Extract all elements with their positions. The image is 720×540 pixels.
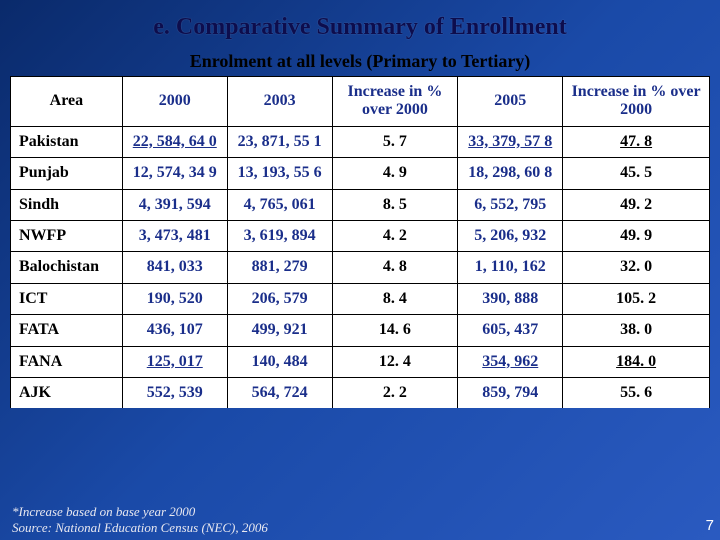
cell-2003: 564, 724: [227, 377, 332, 408]
cell-2000: 22, 584, 64 0: [122, 126, 227, 157]
table-header-row: Area 2000 2003 Increase in % over 2000 2…: [11, 77, 710, 127]
table-row: ICT190, 520206, 5798. 4390, 888105. 2: [11, 283, 710, 314]
table-row: FATA436, 107499, 92114. 6605, 43738. 0: [11, 315, 710, 346]
enrollment-table: Area 2000 2003 Increase in % over 2000 2…: [10, 76, 710, 408]
cell-2000: 3, 473, 481: [122, 220, 227, 251]
cell-2000: 4, 391, 594: [122, 189, 227, 220]
area-cell: ICT: [11, 283, 123, 314]
cell-2003: 206, 579: [227, 283, 332, 314]
col-2000: 2000: [122, 77, 227, 127]
area-cell: Balochistan: [11, 252, 123, 283]
cell-inc05: 55. 6: [563, 377, 710, 408]
cell-2003: 13, 193, 55 6: [227, 158, 332, 189]
cell-2003: 499, 921: [227, 315, 332, 346]
table-row: Sindh4, 391, 5944, 765, 0618. 56, 552, 7…: [11, 189, 710, 220]
cell-2000: 841, 033: [122, 252, 227, 283]
cell-inc03: 14. 6: [332, 315, 458, 346]
cell-2005: 1, 110, 162: [458, 252, 563, 283]
area-cell: Punjab: [11, 158, 123, 189]
cell-2005: 18, 298, 60 8: [458, 158, 563, 189]
cell-2000: 125, 017: [122, 346, 227, 377]
area-cell: FATA: [11, 315, 123, 346]
cell-2000: 12, 574, 34 9: [122, 158, 227, 189]
cell-2003: 3, 619, 894: [227, 220, 332, 251]
cell-2003: 140, 484: [227, 346, 332, 377]
cell-2005: 605, 437: [458, 315, 563, 346]
col-2003: 2003: [227, 77, 332, 127]
col-inc05: Increase in % over 2000: [563, 77, 710, 127]
table-row: Balochistan841, 033881, 2794. 81, 110, 1…: [11, 252, 710, 283]
table-row: AJK552, 539564, 7242. 2859, 79455. 6: [11, 377, 710, 408]
enrollment-table-wrap: Area 2000 2003 Increase in % over 2000 2…: [10, 76, 710, 408]
cell-inc05: 49. 9: [563, 220, 710, 251]
cell-2000: 436, 107: [122, 315, 227, 346]
area-cell: NWFP: [11, 220, 123, 251]
footnotes: *Increase based on base year 2000 Source…: [12, 504, 268, 537]
cell-2005: 33, 379, 57 8: [458, 126, 563, 157]
footnote-source: Source: National Education Census (NEC),…: [12, 520, 268, 536]
table-row: FANA125, 017140, 48412. 4354, 962184. 0: [11, 346, 710, 377]
cell-2005: 354, 962: [458, 346, 563, 377]
cell-inc05: 105. 2: [563, 283, 710, 314]
cell-2005: 6, 552, 795: [458, 189, 563, 220]
cell-2005: 390, 888: [458, 283, 563, 314]
cell-2003: 23, 871, 55 1: [227, 126, 332, 157]
area-cell: Pakistan: [11, 126, 123, 157]
cell-inc03: 4. 2: [332, 220, 458, 251]
cell-inc05: 32. 0: [563, 252, 710, 283]
slide-title: e. Comparative Summary of Enrollment: [0, 0, 720, 47]
cell-inc03: 8. 5: [332, 189, 458, 220]
area-cell: FANA: [11, 346, 123, 377]
cell-inc03: 2. 2: [332, 377, 458, 408]
cell-inc05: 45. 5: [563, 158, 710, 189]
col-area: Area: [11, 77, 123, 127]
page-number: 7: [706, 517, 714, 534]
table-row: NWFP3, 473, 4813, 619, 8944. 25, 206, 93…: [11, 220, 710, 251]
cell-2000: 190, 520: [122, 283, 227, 314]
cell-inc05: 49. 2: [563, 189, 710, 220]
cell-inc05: 47. 8: [563, 126, 710, 157]
table-row: Pakistan22, 584, 64 023, 871, 55 15. 733…: [11, 126, 710, 157]
cell-2005: 5, 206, 932: [458, 220, 563, 251]
cell-inc03: 5. 7: [332, 126, 458, 157]
cell-inc05: 184. 0: [563, 346, 710, 377]
slide-subtitle: Enrolment at all levels (Primary to Tert…: [0, 47, 720, 76]
table-row: Punjab12, 574, 34 913, 193, 55 64. 918, …: [11, 158, 710, 189]
cell-inc03: 4. 9: [332, 158, 458, 189]
cell-inc03: 12. 4: [332, 346, 458, 377]
cell-2000: 552, 539: [122, 377, 227, 408]
cell-2003: 4, 765, 061: [227, 189, 332, 220]
cell-2003: 881, 279: [227, 252, 332, 283]
area-cell: AJK: [11, 377, 123, 408]
cell-inc03: 8. 4: [332, 283, 458, 314]
col-2005: 2005: [458, 77, 563, 127]
col-inc03: Increase in % over 2000: [332, 77, 458, 127]
cell-inc03: 4. 8: [332, 252, 458, 283]
area-cell: Sindh: [11, 189, 123, 220]
cell-inc05: 38. 0: [563, 315, 710, 346]
footnote-increase: *Increase based on base year 2000: [12, 504, 268, 520]
cell-2005: 859, 794: [458, 377, 563, 408]
